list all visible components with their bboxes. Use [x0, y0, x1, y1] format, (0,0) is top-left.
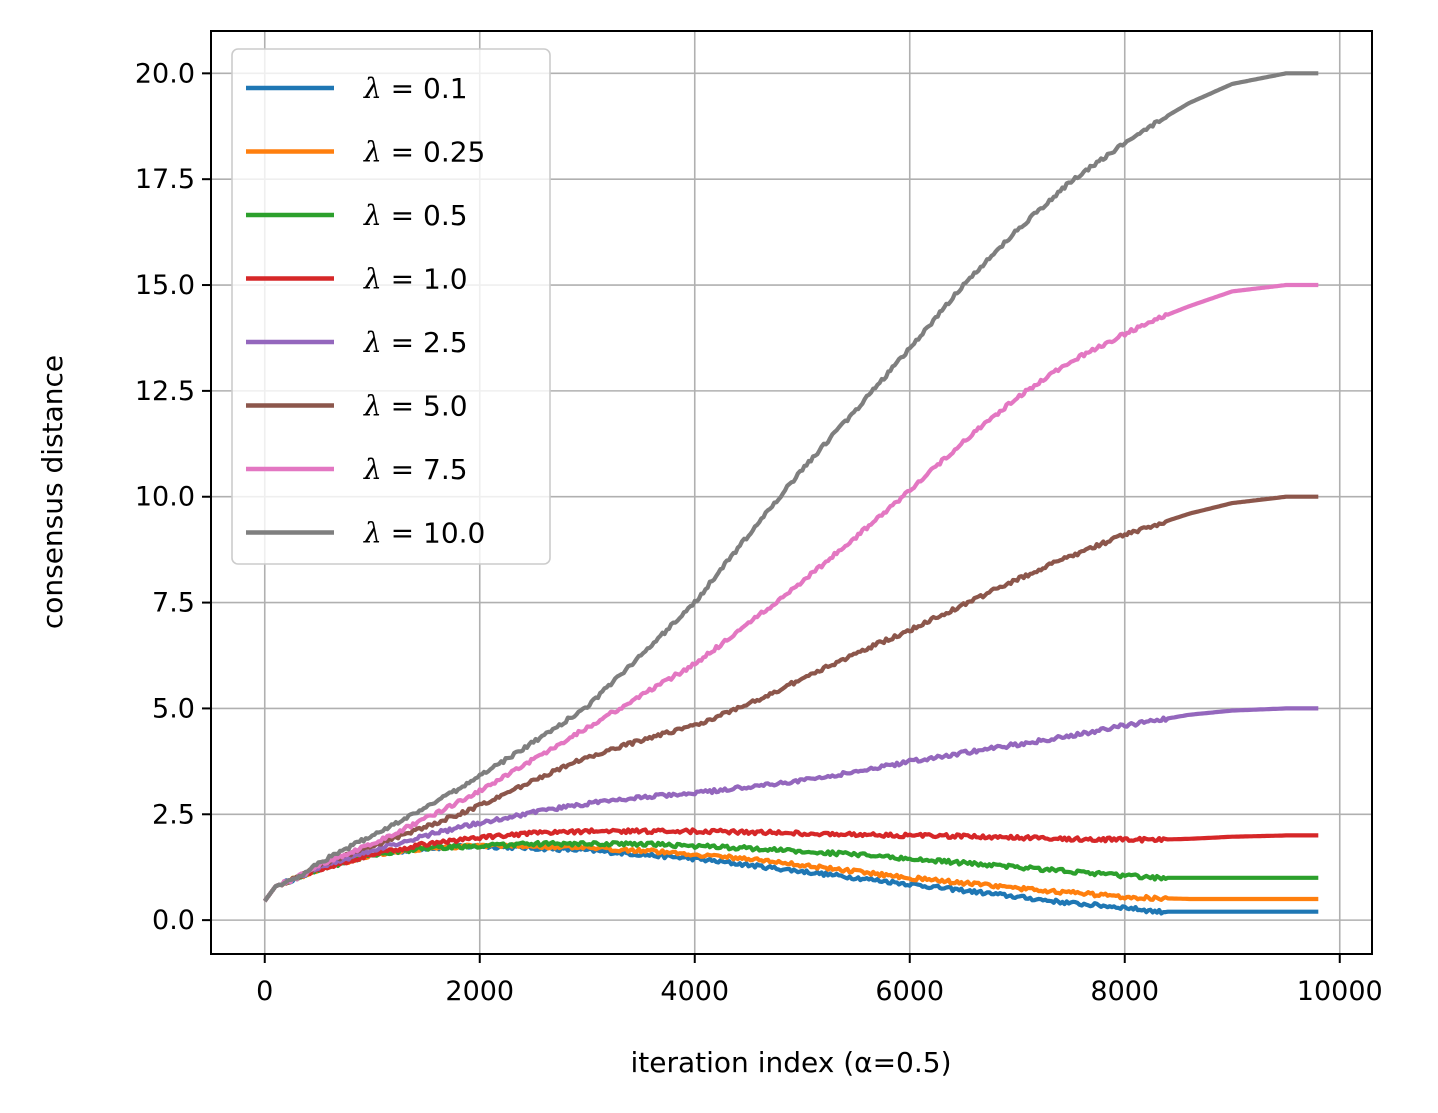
- legend-value: = 0.1: [382, 72, 468, 105]
- legend-value: = 0.5: [382, 199, 468, 232]
- legend-label: λ = 5.0: [363, 390, 468, 423]
- y-tick-label: 15.0: [135, 270, 195, 301]
- x-tick-label: 0: [256, 976, 273, 1007]
- y-tick-label: 20.0: [135, 58, 195, 89]
- series-line: [263, 827, 1319, 903]
- y-tick-label: 17.5: [135, 164, 195, 195]
- y-tick-label: 12.5: [135, 376, 195, 407]
- y-axis-ticks: 0.0 2.5 5.0 7.5 10.0 12.5 15.0 17.5 20.0: [135, 58, 211, 936]
- series-line: [263, 839, 1319, 903]
- legend-symbol: λ: [363, 517, 382, 550]
- y-tick-label: 10.0: [135, 482, 195, 513]
- series-line: [263, 282, 1319, 903]
- legend-symbol: λ: [363, 326, 382, 359]
- x-tick-label: 6000: [875, 976, 944, 1007]
- legend: λ = 0.1λ = 0.25λ = 0.5λ = 1.0λ = 2.5λ = …: [231, 48, 551, 565]
- x-tick-label: 8000: [1090, 976, 1159, 1007]
- legend-symbol: λ: [363, 390, 382, 423]
- legend-label: λ = 0.5: [363, 199, 468, 232]
- y-axis-label: consensus distance: [36, 355, 69, 629]
- y-tick-label: 0.0: [152, 905, 195, 936]
- series-line: [263, 494, 1319, 903]
- legend-label: λ = 10.0: [363, 517, 485, 550]
- legend-symbol: λ: [363, 72, 382, 105]
- x-axis-label: iteration index (α=0.5): [631, 1046, 952, 1079]
- y-tick-label: 5.0: [152, 693, 195, 724]
- legend-label: λ = 0.25: [363, 136, 485, 169]
- legend-symbol: λ: [363, 136, 382, 169]
- legend-value: = 0.25: [382, 136, 486, 169]
- legend-value: = 5.0: [382, 390, 468, 423]
- series-line: [263, 71, 1319, 903]
- legend-symbol: λ: [363, 199, 382, 232]
- legend-symbol: λ: [363, 453, 382, 486]
- x-axis-ticks: 0 2000 4000 6000 8000 10000: [256, 954, 1383, 1007]
- series-line: [263, 706, 1319, 903]
- legend-label: λ = 1.0: [363, 263, 468, 296]
- y-tick-label: 7.5: [152, 588, 195, 619]
- legend-value: = 7.5: [382, 453, 468, 486]
- series-lines: [263, 71, 1319, 916]
- y-tick-label: 2.5: [152, 799, 195, 830]
- x-tick-label: 10000: [1297, 976, 1383, 1007]
- legend-value: = 10.0: [382, 517, 486, 550]
- x-tick-label: 4000: [660, 976, 729, 1007]
- legend-value: = 2.5: [382, 326, 468, 359]
- x-tick-label: 2000: [445, 976, 514, 1007]
- legend-label: λ = 0.1: [363, 72, 468, 105]
- plot-frame: [210, 30, 1373, 955]
- legend-symbol: λ: [363, 263, 382, 296]
- legend-box: [231, 48, 551, 565]
- legend-label: λ = 7.5: [363, 453, 468, 486]
- legend-label: λ = 2.5: [363, 326, 468, 359]
- legend-value: = 1.0: [382, 263, 468, 296]
